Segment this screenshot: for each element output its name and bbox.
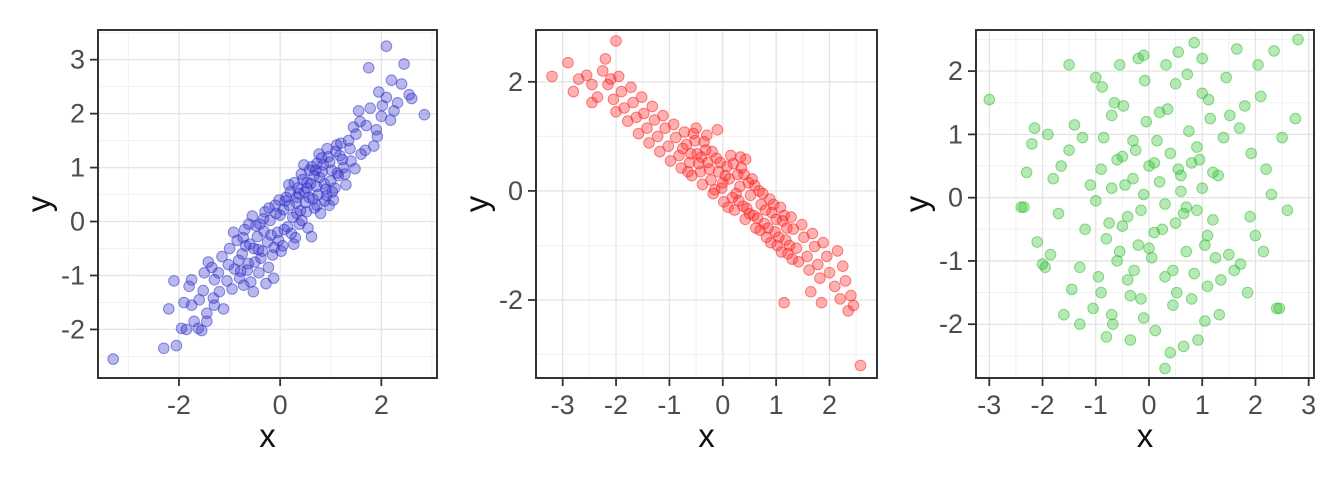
data-points bbox=[983, 33, 1304, 375]
scatter-plot-blue: -2 0 2 -2 -1 0 1 2 3 x y bbox=[0, 0, 448, 480]
y-tick-label: 0 bbox=[948, 183, 963, 213]
x-tick-label: -3 bbox=[977, 390, 1001, 420]
x-tick-label: -3 bbox=[551, 390, 575, 420]
x-tick-label: 0 bbox=[1141, 390, 1156, 420]
x-axis-title: x bbox=[698, 417, 715, 454]
y-tick-label: -2 bbox=[61, 314, 85, 344]
y-tick-label: 1 bbox=[948, 119, 963, 149]
scatter-chart-negative-correlation: -3 -2 -1 0 1 2 -2 0 2 x y bbox=[448, 0, 896, 480]
y-tick-label: 0 bbox=[508, 176, 523, 206]
y-tick-label: 2 bbox=[70, 99, 85, 129]
y-tick-label: 2 bbox=[508, 67, 523, 97]
x-tick-label: -2 bbox=[167, 390, 191, 420]
x-tick-label: 2 bbox=[822, 390, 837, 420]
x-tick-label: 0 bbox=[273, 390, 288, 420]
data-points bbox=[107, 40, 431, 365]
x-tick-label: 1 bbox=[769, 390, 784, 420]
scatter-chart-no-correlation: -3 -2 -1 0 1 2 3 -2 -1 0 1 2 x y bbox=[896, 0, 1344, 480]
y-tick-label: -1 bbox=[939, 246, 963, 276]
x-axis-title: x bbox=[259, 417, 276, 454]
y-tick-label: 1 bbox=[70, 153, 85, 183]
scatter-plot-red: -3 -2 -1 0 1 2 -2 0 2 x y bbox=[448, 0, 896, 480]
y-tick-label: 3 bbox=[70, 45, 85, 75]
x-tick-label: 3 bbox=[1301, 390, 1316, 420]
x-tick-label: -2 bbox=[604, 390, 628, 420]
y-axis-title: y bbox=[898, 195, 935, 212]
y-tick-label: -2 bbox=[499, 285, 523, 315]
y-axis-title: y bbox=[458, 195, 495, 212]
x-tick-label: -1 bbox=[657, 390, 681, 420]
data-points bbox=[546, 35, 867, 372]
y-axis-title: y bbox=[20, 195, 57, 212]
x-tick-label: -2 bbox=[1031, 390, 1055, 420]
x-tick-label: 1 bbox=[1195, 390, 1210, 420]
x-tick-label: 0 bbox=[715, 390, 730, 420]
y-tick-label: -2 bbox=[939, 309, 963, 339]
y-tick-label: 2 bbox=[948, 56, 963, 86]
x-tick-label: -1 bbox=[1084, 390, 1108, 420]
x-axis-title: x bbox=[1137, 417, 1154, 454]
scatter-chart-positive-correlation: -2 0 2 -2 -1 0 1 2 3 x y bbox=[0, 0, 448, 480]
y-tick-label: 0 bbox=[70, 207, 85, 237]
x-tick-label: 2 bbox=[374, 390, 389, 420]
y-tick-label: -1 bbox=[61, 260, 85, 290]
scatter-plot-green: -3 -2 -1 0 1 2 3 -2 -1 0 1 2 x y bbox=[896, 0, 1344, 480]
x-tick-label: 2 bbox=[1248, 390, 1263, 420]
